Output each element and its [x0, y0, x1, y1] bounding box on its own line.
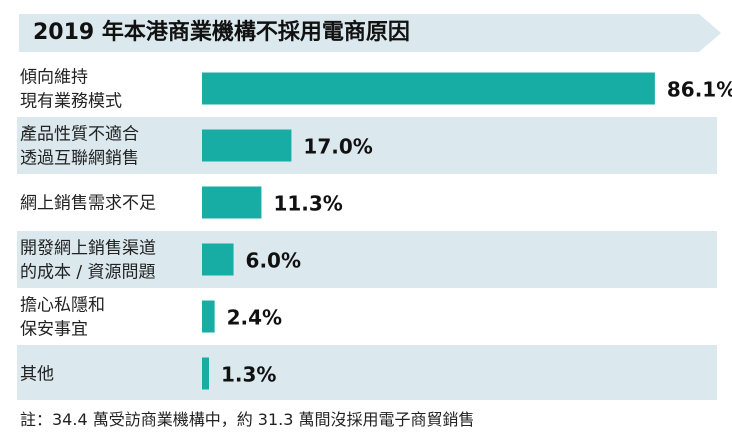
bar: [202, 186, 262, 219]
footnote: 註：34.4 萬受訪商業機構中，約 31.3 萬間沒採用電子商貿銷售: [20, 410, 475, 429]
bar-value-label: 1.3%: [221, 363, 276, 387]
bar: [202, 72, 655, 105]
category-label: 產品性質不適合: [20, 125, 139, 145]
category-label: 其他: [20, 365, 54, 385]
bar: [202, 129, 292, 162]
bar-value-label: 11.3%: [273, 192, 342, 216]
bar-value-label: 86.1%: [667, 78, 732, 102]
category-label: 現有業務模式: [20, 92, 122, 112]
category-label: 傾向維持: [20, 68, 88, 88]
category-label: 開發網上銷售渠道: [20, 239, 156, 259]
bar: [202, 357, 209, 390]
bar-value-label: 17.0%: [303, 135, 372, 159]
row-band: [17, 345, 717, 400]
bar-value-label: 2.4%: [227, 306, 282, 330]
bar-value-label: 6.0%: [246, 249, 301, 273]
chart-title: 2019 年本港商業機構不採用電商原因: [33, 20, 410, 45]
category-label: 的成本 / 資源問題: [20, 263, 156, 283]
bar: [202, 243, 234, 276]
row-band: [17, 117, 717, 174]
bar: [202, 300, 215, 333]
category-label: 透過互聯網銷售: [20, 149, 139, 169]
title-banner: 2019 年本港商業機構不採用電商原因: [19, 14, 721, 52]
category-label: 擔心私隱和: [20, 296, 105, 316]
row-band: [17, 231, 717, 288]
category-label: 網上銷售需求不足: [20, 194, 156, 214]
category-label: 保安事宜: [20, 320, 88, 340]
